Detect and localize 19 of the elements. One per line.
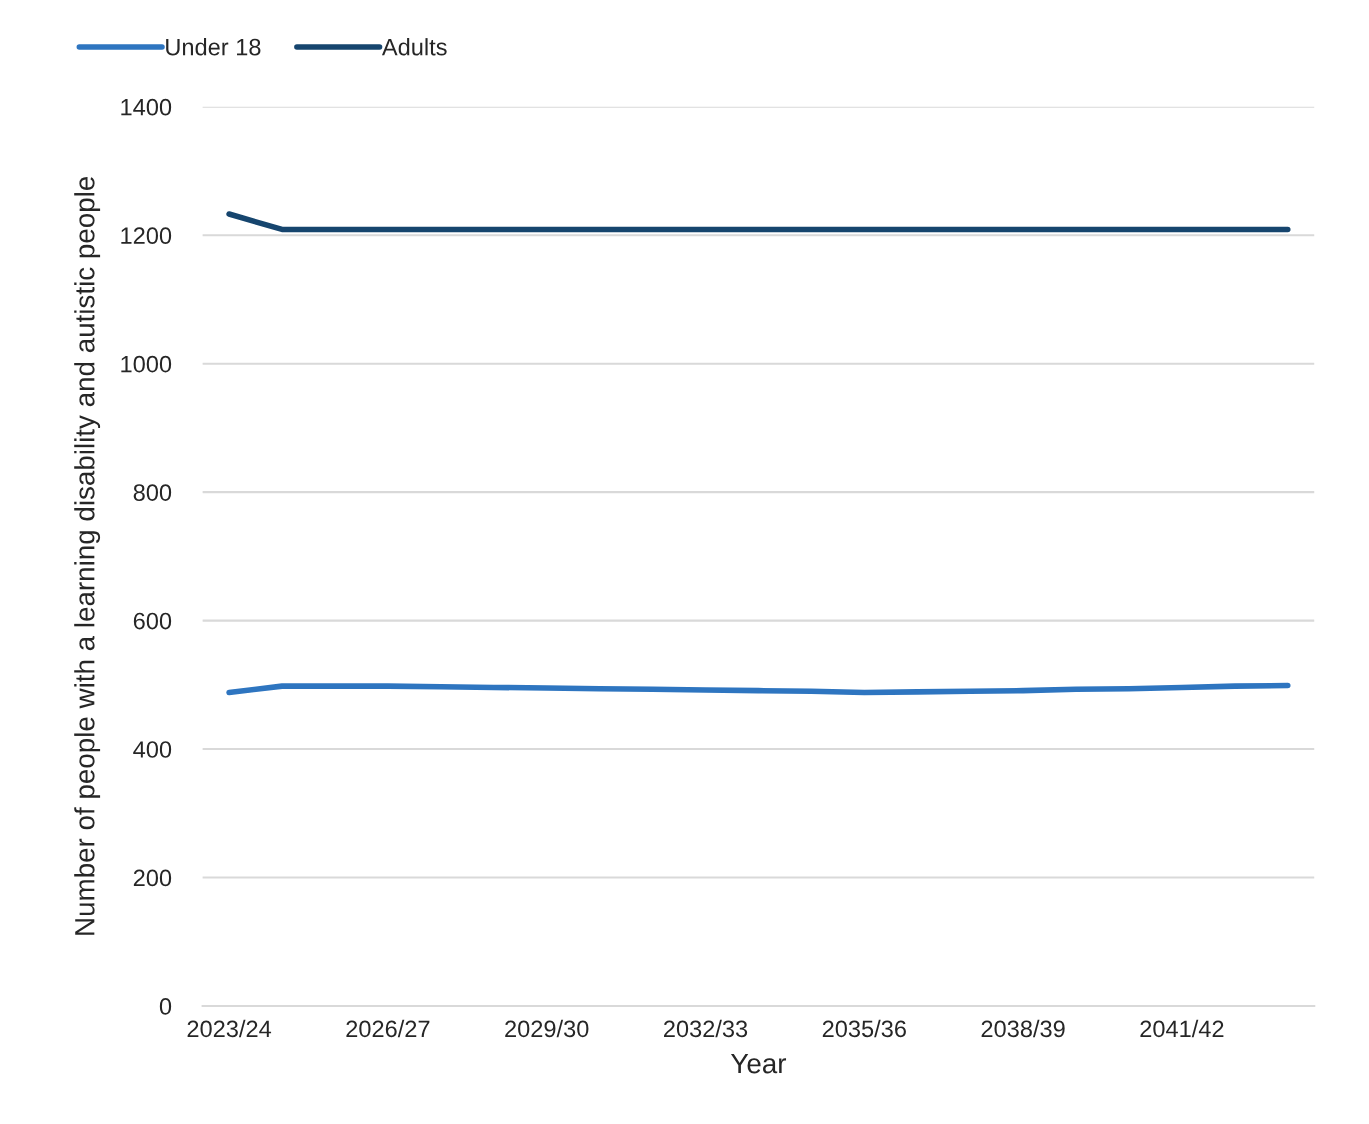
x-tick-label: 2035/36 [822,1019,906,1038]
y-axis-title: Number of people with a learning disability and autistic people [74,176,101,935]
legend-label: Under 18 [166,38,261,56]
x-tick-label: 2041/42 [1140,1019,1224,1038]
x-tick-label: 2026/27 [346,1019,430,1038]
y-tick-label: 800 [133,484,172,501]
y-tick-label: 1400 [121,98,172,116]
y-tick-label: 1200 [121,227,172,245]
x-tick-label: 2038/39 [981,1019,1065,1038]
y-tick-label: 1000 [121,355,172,373]
x-tick-label: 2032/33 [664,1019,748,1038]
x-tick-label: 2029/30 [505,1019,589,1038]
y-tick-label: 200 [133,869,172,887]
x-axis-title: Year [730,1054,787,1074]
y-tick-label: 0 [159,998,172,1015]
x-tick-label: 2023/24 [187,1019,272,1038]
y-tick-label: 600 [133,612,172,630]
legend-label: Adults [381,38,447,56]
y-tick-label: 400 [133,741,172,758]
